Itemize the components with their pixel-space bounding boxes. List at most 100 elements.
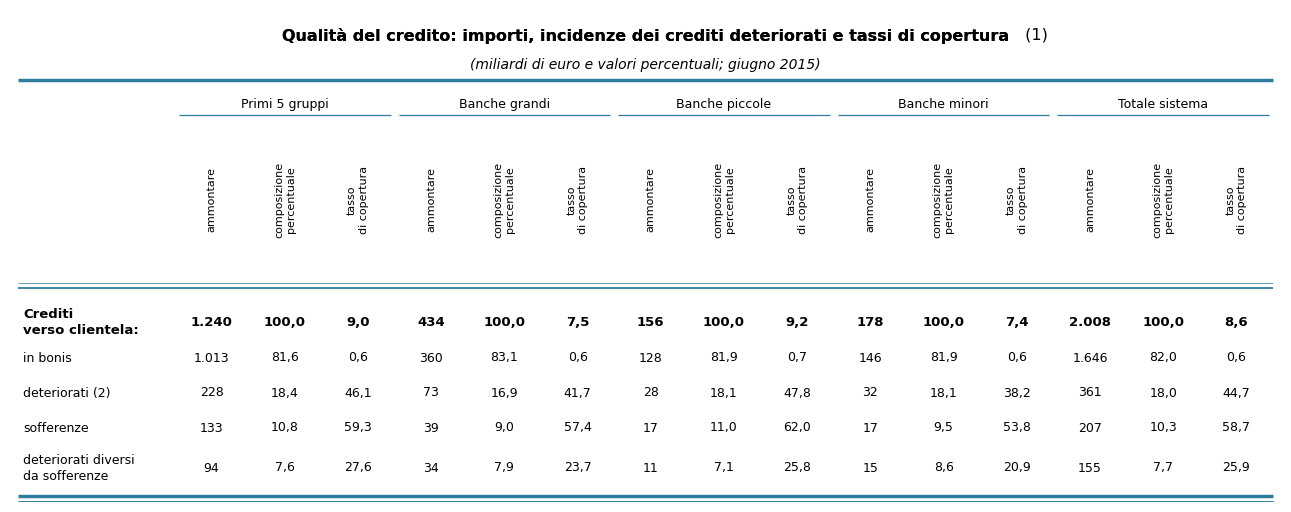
- Text: 18,1: 18,1: [710, 387, 738, 399]
- Text: Crediti
verso clientela:: Crediti verso clientela:: [23, 308, 138, 336]
- Text: 53,8: 53,8: [1003, 421, 1030, 435]
- Text: 82,0: 82,0: [1149, 352, 1177, 365]
- Text: 7,9: 7,9: [494, 461, 514, 475]
- Text: 207: 207: [1078, 421, 1103, 435]
- Text: ammontare: ammontare: [646, 167, 656, 232]
- Text: ammontare: ammontare: [426, 167, 436, 232]
- Text: 434: 434: [417, 315, 445, 329]
- Text: 361: 361: [1078, 387, 1101, 399]
- Text: Banche grandi: Banche grandi: [458, 98, 550, 111]
- Text: 44,7: 44,7: [1223, 387, 1250, 399]
- Text: 8,6: 8,6: [933, 461, 954, 475]
- Text: 62,0: 62,0: [784, 421, 811, 435]
- Text: 133: 133: [200, 421, 223, 435]
- Text: composizione
percentuale: composizione percentuale: [713, 162, 735, 238]
- Text: 1.646: 1.646: [1073, 352, 1108, 365]
- Text: 39: 39: [423, 421, 439, 435]
- Text: Banche minori: Banche minori: [899, 98, 989, 111]
- Text: 100,0: 100,0: [923, 315, 964, 329]
- Text: 1.013: 1.013: [194, 352, 230, 365]
- Text: 0,6: 0,6: [1007, 352, 1026, 365]
- Text: 20,9: 20,9: [1003, 461, 1030, 475]
- Text: 178: 178: [857, 315, 884, 329]
- Text: 18,4: 18,4: [271, 387, 298, 399]
- Text: 16,9: 16,9: [491, 387, 518, 399]
- Text: (1): (1): [1020, 28, 1048, 43]
- Text: 58,7: 58,7: [1223, 421, 1251, 435]
- Text: Qualità del credito: importi, incidenze dei crediti deteriorati e tassi di coper: Qualità del credito: importi, incidenze …: [281, 28, 1010, 44]
- Text: 128: 128: [639, 352, 662, 365]
- Text: 28: 28: [643, 387, 658, 399]
- Text: 9,2: 9,2: [785, 315, 809, 329]
- Text: 100,0: 100,0: [263, 315, 306, 329]
- Text: sofferenze: sofferenze: [23, 421, 89, 435]
- Text: ammontare: ammontare: [207, 167, 217, 232]
- Text: Primi 5 gruppi: Primi 5 gruppi: [241, 98, 329, 111]
- Text: 228: 228: [200, 387, 223, 399]
- Text: composizione
percentuale: composizione percentuale: [1153, 162, 1174, 238]
- Text: 94: 94: [204, 461, 219, 475]
- Text: 73: 73: [423, 387, 439, 399]
- Text: 100,0: 100,0: [704, 315, 745, 329]
- Text: 25,8: 25,8: [784, 461, 811, 475]
- Text: 100,0: 100,0: [1143, 315, 1184, 329]
- Text: deteriorati (2): deteriorati (2): [23, 387, 111, 399]
- Text: 7,1: 7,1: [714, 461, 735, 475]
- Text: Banche piccole: Banche piccole: [676, 98, 772, 111]
- Text: tasso
di copertura: tasso di copertura: [786, 166, 808, 234]
- Text: 7,6: 7,6: [275, 461, 294, 475]
- Text: 360: 360: [420, 352, 443, 365]
- Text: ammontare: ammontare: [1084, 167, 1095, 232]
- Text: 8,6: 8,6: [1225, 315, 1248, 329]
- Text: 155: 155: [1078, 461, 1103, 475]
- Text: 9,0: 9,0: [346, 315, 369, 329]
- Text: 7,5: 7,5: [565, 315, 589, 329]
- Text: 2.008: 2.008: [1069, 315, 1112, 329]
- Text: 7,4: 7,4: [1006, 315, 1029, 329]
- Text: Qualità del credito: importi, incidenze dei crediti deteriorati e tassi di coper: Qualità del credito: importi, incidenze …: [281, 28, 1010, 44]
- Text: 57,4: 57,4: [564, 421, 591, 435]
- Text: composizione
percentuale: composizione percentuale: [493, 162, 515, 238]
- Text: 15: 15: [862, 461, 878, 475]
- Text: 81,9: 81,9: [930, 352, 958, 365]
- Text: 18,1: 18,1: [930, 387, 958, 399]
- Text: 59,3: 59,3: [345, 421, 372, 435]
- Text: 32: 32: [862, 387, 878, 399]
- Text: 9,5: 9,5: [933, 421, 954, 435]
- Text: 0,6: 0,6: [568, 352, 587, 365]
- Text: tasso
di copertura: tasso di copertura: [567, 166, 589, 234]
- Text: 47,8: 47,8: [784, 387, 811, 399]
- Text: 41,7: 41,7: [564, 387, 591, 399]
- Text: 81,6: 81,6: [271, 352, 298, 365]
- Text: 23,7: 23,7: [564, 461, 591, 475]
- Text: ammontare: ammontare: [865, 167, 875, 232]
- Text: composizione
percentuale: composizione percentuale: [933, 162, 954, 238]
- Text: 81,9: 81,9: [710, 352, 738, 365]
- Text: composizione
percentuale: composizione percentuale: [274, 162, 296, 238]
- Text: 25,9: 25,9: [1223, 461, 1250, 475]
- Text: 0,6: 0,6: [349, 352, 368, 365]
- Text: 10,8: 10,8: [271, 421, 298, 435]
- Text: tasso
di copertura: tasso di copertura: [347, 166, 369, 234]
- Text: 17: 17: [643, 421, 658, 435]
- Text: Totale sistema: Totale sistema: [1118, 98, 1208, 111]
- Text: deteriorati diversi
da sofferenze: deteriorati diversi da sofferenze: [23, 454, 134, 482]
- Text: 9,0: 9,0: [494, 421, 514, 435]
- Text: (miliardi di euro e valori percentuali; giugno 2015): (miliardi di euro e valori percentuali; …: [470, 58, 821, 72]
- Text: 1.240: 1.240: [191, 315, 232, 329]
- Text: 11: 11: [643, 461, 658, 475]
- Text: 17: 17: [862, 421, 878, 435]
- Text: 0,6: 0,6: [1226, 352, 1246, 365]
- Text: 83,1: 83,1: [491, 352, 518, 365]
- Text: 27,6: 27,6: [345, 461, 372, 475]
- Text: tasso
di copertura: tasso di copertura: [1225, 166, 1247, 234]
- Text: 38,2: 38,2: [1003, 387, 1030, 399]
- Text: 46,1: 46,1: [345, 387, 372, 399]
- Text: tasso
di copertura: tasso di copertura: [1006, 166, 1028, 234]
- Text: 0,7: 0,7: [788, 352, 807, 365]
- Text: in bonis: in bonis: [23, 352, 72, 365]
- Text: 34: 34: [423, 461, 439, 475]
- Text: 146: 146: [859, 352, 882, 365]
- Text: 7,7: 7,7: [1153, 461, 1174, 475]
- Text: 18,0: 18,0: [1149, 387, 1177, 399]
